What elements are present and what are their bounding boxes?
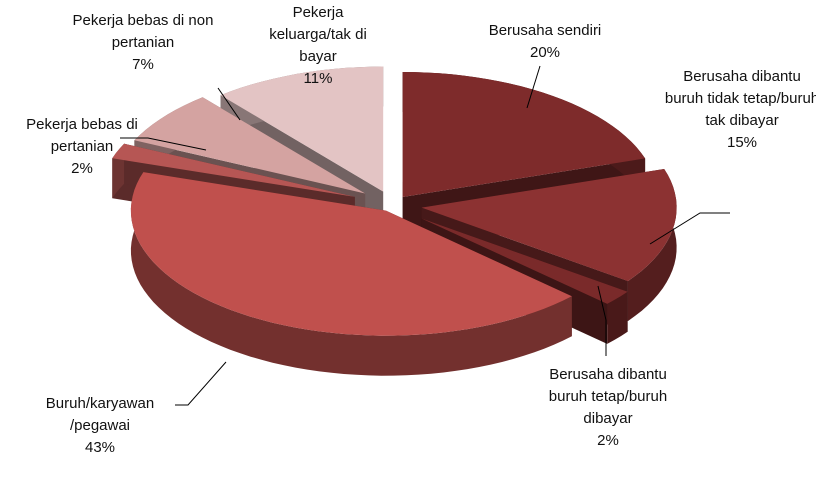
- slice-label: Berusaha dibantu buruh tetap/buruh dibay…: [533, 364, 683, 452]
- slice: [112, 143, 355, 197]
- slice: [220, 66, 384, 192]
- value-label: 15%: [726, 134, 758, 151]
- slice-label: Berusaha dibantu buruh tidak tetap/buruh…: [662, 66, 816, 154]
- slice: [130, 172, 572, 336]
- leader-line: [526, 65, 541, 109]
- slice-label: Pekerja keluarga/tak di bayar 11%: [253, 2, 383, 90]
- slice-edge: [130, 172, 572, 376]
- leader-line: [175, 361, 227, 406]
- category-name: Pekerja keluarga/tak di bayar: [269, 4, 367, 65]
- category-name: Berusaha dibantu buruh tidak tetap/buruh…: [664, 68, 816, 129]
- value-label: 20%: [529, 44, 561, 61]
- category-name: Pekerja bebas di pertanian: [26, 116, 138, 155]
- category-name: Berusaha sendiri: [488, 22, 602, 39]
- value-label: 2%: [71, 160, 93, 177]
- slice: [402, 72, 646, 197]
- slice: [421, 169, 677, 282]
- slice: [421, 218, 628, 304]
- leader-line: [649, 212, 730, 245]
- slice-label: Pekerja bebas di non pertanian 7%: [58, 10, 228, 76]
- leader-line: [597, 285, 607, 356]
- slice: [134, 97, 366, 194]
- value-label: 7%: [132, 56, 154, 73]
- value-label: 2%: [597, 432, 619, 449]
- category-name: Buruh/karyawan /pegawai: [45, 395, 155, 434]
- leader-line: [120, 137, 207, 151]
- slice-label: Buruh/karyawan /pegawai 43%: [15, 393, 185, 459]
- slice-label: Berusaha sendiri 20%: [470, 20, 620, 64]
- category-name: Berusaha dibantu buruh tetap/buruh dibay…: [548, 366, 668, 427]
- leader-line: [217, 87, 241, 121]
- slice-edge: [607, 291, 628, 344]
- category-name: Pekerja bebas di non pertanian: [72, 12, 214, 51]
- value-label: 11%: [303, 70, 333, 87]
- slice-label: Pekerja bebas di pertanian 2%: [0, 114, 167, 180]
- value-label: 43%: [84, 439, 116, 456]
